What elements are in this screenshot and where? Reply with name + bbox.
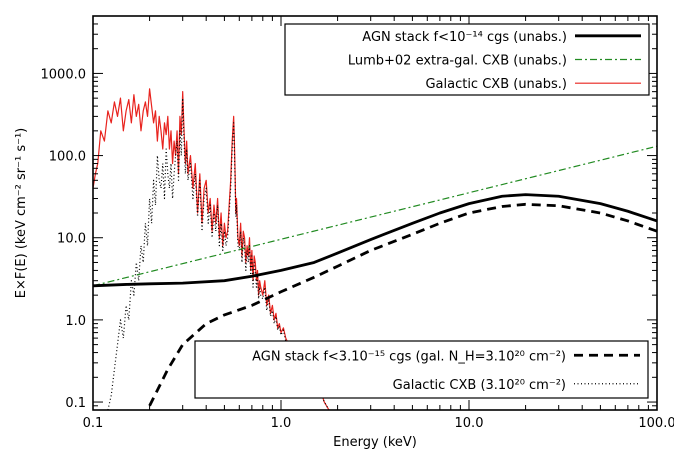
legend-label: Lumb+02 extra-gal. CXB (unabs.) <box>348 54 567 69</box>
x-tick-label: 100.0 <box>638 416 674 431</box>
ticks-layer <box>92 15 658 411</box>
series-layer <box>93 88 657 410</box>
y-tick-label: 10.0 <box>57 232 86 247</box>
legend-label: AGN stack f<3.10⁻¹⁵ cgs (gal. N_H=3.10²⁰… <box>252 349 566 364</box>
legend-label: Galactic CXB (unabs.) <box>425 77 567 92</box>
x-tick-label: 10.0 <box>455 416 484 431</box>
legend-layer: AGN stack f<10⁻¹⁴ cgs (unabs.) Lumb+02 ex… <box>194 23 650 399</box>
y-axis-title: E×F(E) (keV cm⁻² sr⁻¹ s⁻¹) <box>14 128 29 299</box>
y-tick-label: 100.0 <box>49 150 86 165</box>
legend-label: AGN stack f<10⁻¹⁴ cgs (unabs.) <box>362 30 567 45</box>
y-tick-label: 0.1 <box>65 396 86 411</box>
legend-box-2 <box>194 340 649 399</box>
series-line-agn_unabs <box>93 193 657 288</box>
x-tick-label: 0.1 <box>83 416 104 431</box>
series-line-lumb02 <box>93 145 657 287</box>
y-tick-label: 1000.0 <box>41 67 87 82</box>
y-tick-label: 1.0 <box>65 314 86 329</box>
legend-label: Galactic CXB (3.10²⁰ cm⁻²) <box>393 378 566 393</box>
x-axis-title: Energy (keV) <box>333 435 417 450</box>
series-line-gal_unabs <box>93 88 330 410</box>
x-tick-label: 1.0 <box>271 416 292 431</box>
tick-labels: 0.1 1.0 10.0 100.0 0.1 1.0 10.0 100.0 1000.0 <box>41 67 674 431</box>
